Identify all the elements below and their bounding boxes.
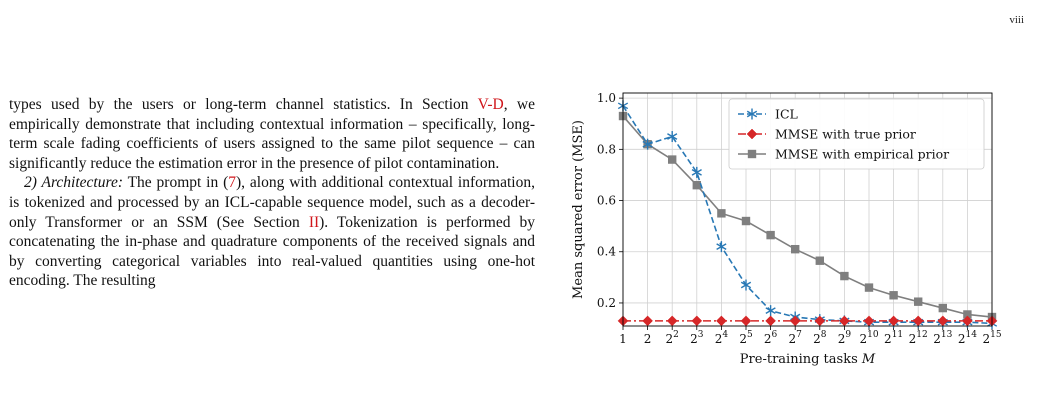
para2-text-3: ). Tokenization is performed by concaten… xyxy=(9,213,535,290)
y-tick-label: 0.2 xyxy=(597,296,616,310)
legend-entry: MMSE with empirical prior xyxy=(775,147,949,162)
x-tick-label: 28 xyxy=(813,330,827,346)
data-point xyxy=(963,310,972,319)
para2-text-1: The prompt in ( xyxy=(122,174,229,192)
data-point xyxy=(642,140,653,148)
para1-text-before: types used by the users or long-term cha… xyxy=(9,96,478,113)
legend-entry: ICL xyxy=(775,107,798,122)
para1-text-after: , we empirically demonstrate that includ… xyxy=(9,96,535,172)
series-mmse-with-true-prior xyxy=(617,315,998,327)
y-tick-label: 0.4 xyxy=(597,245,616,259)
data-point xyxy=(864,283,874,292)
data-point xyxy=(914,297,923,306)
x-axis-label: Pre-training tasks M xyxy=(740,352,876,367)
data-point xyxy=(789,315,801,327)
series-line xyxy=(622,105,993,325)
data-point xyxy=(668,155,677,164)
data-point xyxy=(740,315,752,327)
mse-chart: 1 2 22 23 24 25 26 27 28 29 210 211 212 213 214 215 0.2 0… xyxy=(570,86,1010,386)
x-tick-label: 215 xyxy=(982,330,1001,346)
section-ref-link[interactable]: V-D xyxy=(477,96,504,113)
x-tick-label: 24 xyxy=(715,330,729,346)
data-point xyxy=(666,315,678,327)
series-line xyxy=(622,115,993,318)
x-tick-label: 29 xyxy=(838,330,852,346)
y-tick-label: 0.8 xyxy=(597,142,616,156)
equation-ref-link[interactable]: 7 xyxy=(228,174,237,192)
data-point xyxy=(746,110,758,118)
x-tick-label: 211 xyxy=(884,330,903,346)
data-point xyxy=(840,271,849,281)
x-tick-label: 25 xyxy=(739,330,753,346)
subsection-heading: 2) Architecture: xyxy=(24,174,123,192)
y-axis-label: Mean squared error (MSE) xyxy=(571,120,586,299)
section-ref-link-2[interactable]: II xyxy=(308,213,320,231)
plot-frame xyxy=(622,92,993,327)
x-tick-label: 23 xyxy=(690,330,704,346)
x-tick-label: 210 xyxy=(859,330,878,346)
legend-entry: MMSE with true prior xyxy=(775,127,916,142)
x-tick-label: 214 xyxy=(958,330,977,346)
data-point xyxy=(765,315,776,327)
data-point xyxy=(667,133,678,140)
mse-chart-svg: 1 2 22 23 24 25 26 27 28 29 210 211 212 213 214 2150.20… xyxy=(571,91,1002,367)
data-point xyxy=(691,169,702,176)
legend-box xyxy=(728,98,985,170)
page-number: viii xyxy=(1009,14,1024,26)
data-point xyxy=(691,315,703,327)
data-point xyxy=(747,149,757,159)
chart-legend: ICL MMSE with true prior MMSE with empiric… xyxy=(728,98,985,170)
data-point xyxy=(938,303,947,313)
data-point xyxy=(889,291,898,300)
para2-text-2: ), along with additional contextual info… xyxy=(9,174,535,231)
data-point xyxy=(815,256,824,265)
paragraph-architecture: 2) Architecture: The prompt in (7), alon… xyxy=(9,173,535,291)
x-tick-label: 1 xyxy=(619,332,627,346)
body-text-column: types used by the users or long-term cha… xyxy=(9,95,535,291)
x-tick-label: 212 xyxy=(909,330,928,346)
data-point xyxy=(642,315,653,327)
data-point xyxy=(740,281,752,289)
data-point xyxy=(716,243,727,250)
x-tick-label: 22 xyxy=(666,330,679,346)
y-tick-label: 0.6 xyxy=(597,194,616,208)
x-tick-label: 2 xyxy=(644,332,652,346)
data-point xyxy=(716,315,727,327)
x-tick-label: 27 xyxy=(789,330,803,346)
data-point xyxy=(692,180,701,190)
data-point xyxy=(791,244,800,254)
data-point xyxy=(839,315,850,327)
data-point xyxy=(717,209,726,218)
paragraph-contextual-info: types used by the users or long-term cha… xyxy=(9,95,535,173)
data-point xyxy=(746,128,758,140)
x-tick-label: 213 xyxy=(933,330,952,346)
data-point xyxy=(765,307,776,314)
data-point xyxy=(766,230,775,240)
x-tick-label: 26 xyxy=(764,330,778,346)
y-tick-label: 1.0 xyxy=(597,91,616,105)
data-point xyxy=(741,216,751,226)
